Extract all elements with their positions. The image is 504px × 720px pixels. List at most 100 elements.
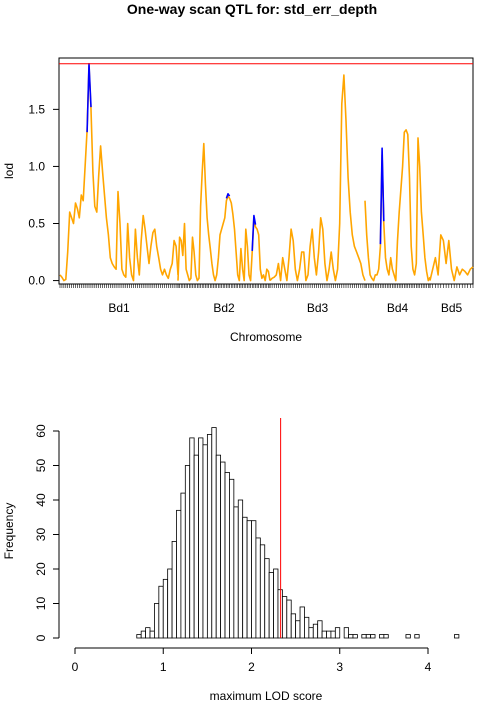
histogram-bar [405, 634, 411, 639]
histogram-bar [290, 613, 297, 639]
chromosome-label: Bd5 [441, 301, 463, 315]
histogram-bar [180, 492, 186, 639]
scan-x-label: Chromosome [230, 330, 302, 344]
hist-x-axis: 0 1 2 3 4 [72, 648, 432, 674]
scan-y-tick-label: 0.0 [28, 274, 45, 288]
histogram-bar [224, 471, 230, 639]
histogram-bar [140, 630, 146, 639]
hist-y-label: Frequency [2, 503, 16, 560]
hist-y-tick-label: 0 [34, 634, 48, 641]
histogram-bar [206, 434, 213, 639]
lod-curve-Bd4 [379, 147, 385, 245]
permutation-histogram: 0 1 2 3 4 0 10 20 30 40 50 60 maximum LOD score Fr… [2, 418, 460, 703]
histogram-bar [162, 578, 169, 639]
histogram-bar [352, 634, 358, 639]
hist-x-label: maximum LOD score [210, 689, 323, 703]
hist-y-axis: 0 10 20 30 40 50 60 [34, 424, 59, 641]
histogram-bar [233, 506, 239, 639]
histogram-bar [176, 509, 182, 639]
histogram-bar [211, 427, 217, 639]
histogram-bar [330, 630, 336, 639]
histogram-bar [454, 634, 460, 639]
histogram-bar [312, 623, 319, 639]
histogram-bar [259, 544, 266, 639]
histogram-bar [154, 603, 160, 639]
chromosome-label: Bd4 [387, 301, 409, 315]
histogram-bars [136, 427, 460, 639]
hist-x-tick-label: 1 [160, 660, 167, 674]
histogram-bar [189, 437, 195, 639]
histogram-bar [136, 634, 142, 639]
lod-scan-chart: 0.00.51.01.5 Bd1 Bd2 Bd3 Bd4 Bd5 Chromosome … [2, 57, 474, 344]
histogram-bar [414, 634, 420, 639]
histogram-bar [334, 627, 341, 639]
histogram-bar [326, 630, 332, 639]
lod-curve-Bd1 [86, 62, 92, 133]
histogram-bar [321, 630, 327, 639]
histogram-bar [281, 596, 288, 639]
hist-x-tick-label: 3 [336, 660, 343, 674]
chromosome-label: Bd1 [108, 301, 130, 315]
histogram-bar [268, 572, 274, 639]
histogram-bar [370, 634, 376, 639]
histogram-bar [343, 627, 349, 639]
chromosome-label: Bd2 [213, 301, 235, 315]
histogram-bar [365, 634, 372, 639]
lod-curve-Bd3 [269, 74, 366, 282]
hist-y-tick-label: 30 [34, 528, 48, 542]
hist-x-tick-label: 4 [425, 660, 432, 674]
histogram-bar [202, 444, 208, 639]
histogram-bar [215, 454, 222, 639]
histogram-bar [308, 627, 314, 639]
scan-y-label: lod [2, 163, 16, 179]
histogram-bar [242, 516, 248, 639]
hist-y-tick-label: 20 [34, 562, 48, 576]
histogram-bar [246, 520, 252, 639]
histogram-bar [167, 568, 173, 639]
hist-y-tick-label: 40 [34, 493, 48, 507]
histogram-bar [229, 478, 235, 639]
scan-series [59, 62, 474, 282]
marker-rug [59, 284, 474, 288]
scan-y-tick-label: 1.0 [28, 159, 45, 173]
histogram-bar [198, 437, 204, 639]
lod-curve-Bd5 [429, 234, 474, 282]
histogram-bar [158, 585, 164, 639]
lod-curve-Bd2 [177, 142, 271, 282]
chromosome-label: Bd3 [307, 301, 329, 315]
histogram-bar [379, 634, 385, 639]
histogram-bar [348, 634, 354, 639]
lod-curve-Bd4 [364, 129, 431, 282]
histogram-bar [193, 454, 199, 639]
hist-x-tick-label: 2 [248, 660, 255, 674]
histogram-bar [220, 461, 226, 639]
histogram-bar [171, 541, 177, 639]
histogram-bar [149, 630, 155, 639]
scan-plot-frame [58, 57, 474, 285]
histogram-bar [295, 620, 301, 639]
page-title: One-way scan QTL for: std_err_depth [127, 1, 377, 17]
lod-curve-Bd2 [251, 214, 257, 251]
histogram-bar [286, 599, 292, 639]
histogram-bar [299, 606, 305, 639]
histogram-bar [237, 499, 244, 639]
lod-curve-Bd1 [59, 65, 179, 282]
histogram-bar [304, 616, 310, 639]
histogram-bar [264, 558, 270, 639]
hist-y-tick-label: 60 [34, 424, 48, 438]
lod-curve-Bd2 [225, 193, 231, 199]
histogram-bar [361, 634, 367, 639]
scan-y-tick-label: 0.5 [28, 217, 45, 231]
hist-y-tick-label: 50 [34, 459, 48, 473]
scan-x-axis: Bd1 Bd2 Bd3 Bd4 Bd5 [108, 301, 462, 315]
histogram-bar [273, 568, 279, 639]
histogram-bar [184, 465, 191, 639]
hist-y-tick-label: 10 [34, 597, 48, 611]
histogram-bar [317, 620, 323, 639]
hist-x-tick-label: 0 [72, 660, 79, 674]
scan-y-tick-label: 1.5 [28, 102, 45, 116]
histogram-bar [251, 520, 257, 639]
histogram-bar [383, 634, 389, 639]
histogram-bar [255, 537, 261, 639]
